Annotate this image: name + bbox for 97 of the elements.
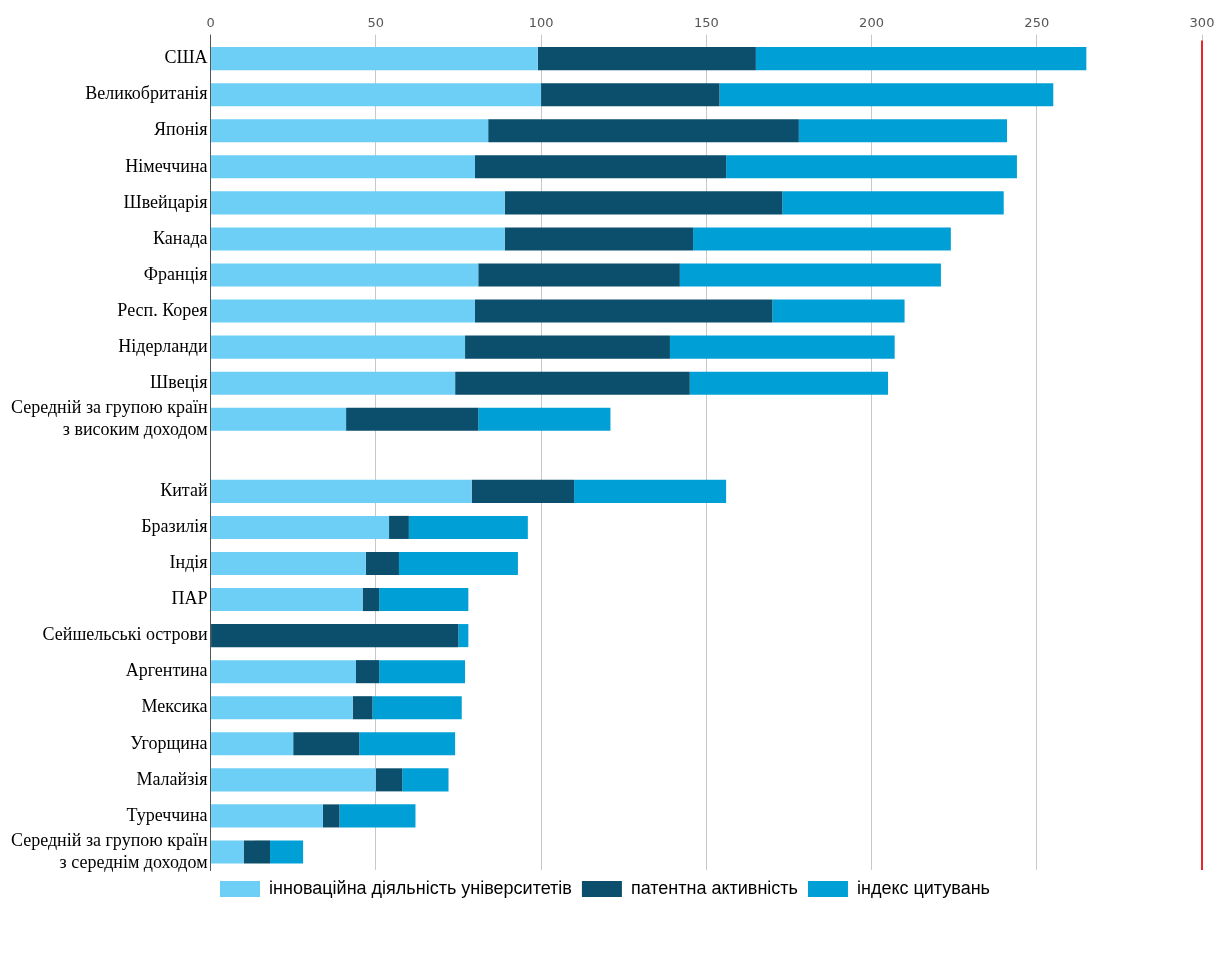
bar [243,840,271,864]
bar [211,155,475,179]
y-tick-label: Туреччина [126,804,208,825]
bar [293,732,360,756]
x-tick-label: 100 [528,15,554,31]
bar [362,588,380,612]
bar [755,47,1087,71]
x-tick-label: 250 [1024,15,1050,31]
bar [211,299,475,323]
y-tick-label: Малайзія [136,768,208,789]
legend-label: патентна активність [630,877,798,898]
bar [379,660,466,684]
y-tick-label: Мексика [141,696,208,717]
bar [211,515,390,539]
bar [211,624,459,648]
bar [211,83,542,107]
bar [270,840,304,864]
bar [679,263,941,287]
bar [211,479,472,503]
bar [455,371,690,395]
bar [211,263,479,287]
x-tick-label: 0 [206,15,215,31]
bar [372,696,462,720]
bar [339,804,416,828]
y-tick-label: Індія [169,552,208,573]
bar [211,768,376,792]
bar [211,588,363,612]
bar [211,407,347,431]
legend-label: індекс цитувань [856,877,990,898]
bar [537,47,756,71]
legend-label: інноваційна діяльність університетів [269,877,572,898]
y-tick-label: ПАР [171,588,208,609]
bar [689,371,889,395]
bar [211,47,538,71]
x-tick-label: 150 [693,15,719,31]
bar [211,335,466,359]
bar [346,407,479,431]
bar [726,155,1017,179]
bar [478,407,611,431]
bar [211,840,244,864]
bar [478,263,680,287]
bar [389,515,409,539]
bar [211,119,489,143]
bar [669,335,895,359]
bar [782,191,1004,215]
y-tick-label: Японія [154,119,208,140]
y-tick-label: Німеччина [125,155,208,176]
bar [379,588,469,612]
y-tick-label: Респ. Корея [117,299,208,320]
bar [211,551,366,576]
y-tick-label: Бразилія [141,516,208,537]
y-tick-label: Угорщина [130,732,208,753]
bar [355,660,380,684]
y-tick-label: Середній за групою країн з середнім доходом [10,829,208,872]
x-tick-label: 200 [859,15,884,31]
bar [211,696,353,720]
bar [398,551,518,576]
y-tick-label: Великобританія [85,83,208,104]
bar [471,479,575,503]
bar [408,515,528,539]
x-tick-label: 300 [1189,15,1215,31]
bar [474,299,773,323]
y-tick-label: Франція [143,263,208,284]
bar [504,191,783,215]
bar [719,83,1054,107]
bar [541,83,720,107]
bar [798,119,1008,143]
y-tick-label: Швейцарія [123,191,208,212]
bar [352,696,373,720]
bar [211,804,323,828]
y-tick-label: Аргентина [125,660,208,681]
bar [474,155,727,179]
bar [211,227,505,251]
bar [402,768,449,792]
y-tick-label: Китай [160,480,208,501]
bar [772,299,905,323]
bar [211,660,356,684]
y-tick-label: Швеція [150,371,208,392]
x-tick-label: 50 [367,15,385,31]
bar [375,768,403,792]
y-tick-label: Середній за групою країн з високим доходом [10,397,208,439]
bar [693,227,951,251]
y-tick-label: США [164,47,208,68]
bar [488,119,799,143]
bar [211,371,456,395]
bar [359,732,456,756]
bar [365,551,399,576]
bar [211,732,294,756]
y-tick-label: Сейшельські острови [42,624,208,645]
bar [465,335,670,359]
bar [211,191,505,215]
bar [322,804,340,828]
y-tick-label: Канада [153,227,208,248]
bar [504,227,694,251]
bar [574,479,727,503]
bar [458,624,469,648]
y-tick-label: Нідерланди [118,335,208,356]
